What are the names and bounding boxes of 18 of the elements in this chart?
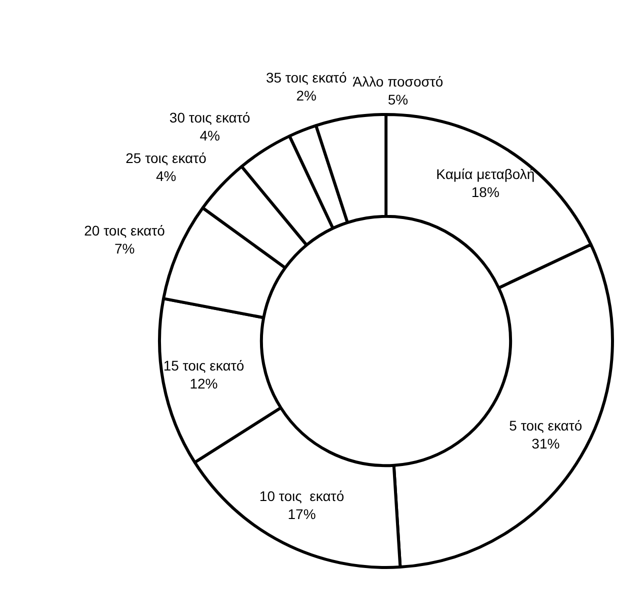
data-label: 4%	[156, 168, 176, 184]
data-label: 18%	[471, 184, 500, 200]
data-label: 4%	[200, 128, 220, 144]
data-label: 17%	[288, 506, 316, 522]
slice-label: 5 τοις εκατό	[509, 417, 582, 434]
slice-label: 10 τοις εκατό	[259, 488, 344, 504]
data-label: 5%	[388, 91, 408, 108]
slice-label: 30 τοις εκατό	[169, 110, 250, 126]
slice-label: Καμία μεταβολή	[436, 166, 535, 182]
data-label: 2%	[296, 88, 316, 104]
slice-label: 15 τοις εκατό	[163, 358, 244, 374]
slice-label: 35 τοις εκατό	[266, 70, 347, 86]
slice-label: 20 τοις εκατό	[84, 222, 166, 239]
data-label: 12%	[190, 376, 218, 392]
data-label: 7%	[114, 240, 135, 257]
data-label: 31%	[532, 435, 560, 452]
slice-label: Άλλο ποσοστό	[352, 73, 444, 90]
slice-label: 25 τοις εκατό	[126, 150, 207, 166]
